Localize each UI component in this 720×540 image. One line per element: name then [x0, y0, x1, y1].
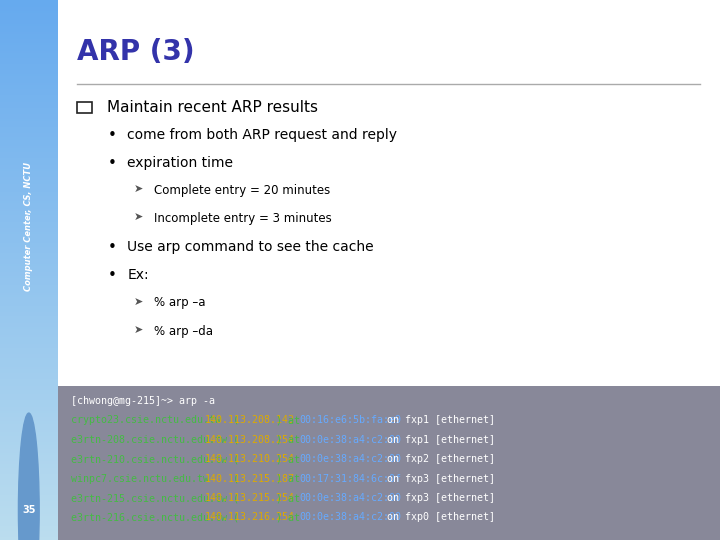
Text: 140.113.215.254: 140.113.215.254: [204, 493, 294, 503]
Text: % arp –da: % arp –da: [153, 325, 212, 338]
Text: [chwong@mg-215]~> arp -a: [chwong@mg-215]~> arp -a: [71, 396, 215, 406]
Text: 140.113.208.254: 140.113.208.254: [204, 435, 294, 445]
Text: Maintain recent ARP results: Maintain recent ARP results: [107, 100, 318, 115]
Text: on fxp0 [ethernet]: on fxp0 [ethernet]: [381, 512, 495, 523]
Text: •: •: [107, 156, 116, 171]
Text: e3rtn-210.csie.nctu.edu.tw (: e3rtn-210.csie.nctu.edu.tw (: [71, 454, 239, 464]
Text: 140.113.210.254: 140.113.210.254: [204, 454, 294, 464]
Text: e3rtn-215.csie.nctu.edu.tw (: e3rtn-215.csie.nctu.edu.tw (: [71, 493, 239, 503]
Text: Incomplete entry = 3 minutes: Incomplete entry = 3 minutes: [153, 212, 331, 225]
Text: 140.113.208.143: 140.113.208.143: [204, 415, 294, 426]
FancyBboxPatch shape: [58, 386, 720, 540]
Text: Use arp command to see the cache: Use arp command to see the cache: [127, 240, 374, 254]
Text: e3rtn-216.csie.nctu.edu.tw (: e3rtn-216.csie.nctu.edu.tw (: [71, 512, 239, 523]
Circle shape: [19, 413, 39, 540]
Text: winpc7.csie.nctu.edu.tw    (: winpc7.csie.nctu.edu.tw (: [71, 474, 239, 484]
Text: crypto23.csie.nctu.edu.tw  (: crypto23.csie.nctu.edu.tw (: [71, 415, 239, 426]
Text: •: •: [107, 240, 116, 255]
Text: •: •: [107, 268, 116, 284]
Text: on fxp3 [ethernet]: on fxp3 [ethernet]: [381, 493, 495, 503]
Text: ) at: ) at: [276, 415, 306, 426]
Text: ARP (3): ARP (3): [78, 38, 195, 66]
Text: on fxp1 [ethernet]: on fxp1 [ethernet]: [381, 415, 495, 426]
Text: Computer Center, CS, NCTU: Computer Center, CS, NCTU: [24, 163, 33, 291]
Text: ➤: ➤: [134, 296, 143, 307]
Text: 35: 35: [22, 505, 35, 515]
Text: on fxp1 [ethernet]: on fxp1 [ethernet]: [381, 435, 495, 445]
Text: 00:0e:38:a4:c2:00: 00:0e:38:a4:c2:00: [300, 435, 402, 445]
Text: ➤: ➤: [134, 184, 143, 194]
Text: % arp –a: % arp –a: [153, 296, 205, 309]
Text: on fxp2 [ethernet]: on fxp2 [ethernet]: [381, 454, 495, 464]
Text: ) at: ) at: [276, 435, 306, 445]
Text: 00:0e:38:a4:c2:00: 00:0e:38:a4:c2:00: [300, 493, 402, 503]
Text: 140.113.216.254: 140.113.216.254: [204, 512, 294, 523]
Text: come from both ARP request and reply: come from both ARP request and reply: [127, 128, 397, 142]
Text: ) at: ) at: [276, 454, 306, 464]
Text: expiration time: expiration time: [127, 156, 233, 170]
Text: ) at: ) at: [276, 512, 306, 523]
Text: Complete entry = 20 minutes: Complete entry = 20 minutes: [153, 184, 330, 197]
Text: ➤: ➤: [134, 325, 143, 335]
Text: e3rtn-208.csie.nctu.edu.tw (: e3rtn-208.csie.nctu.edu.tw (: [71, 435, 239, 445]
Text: 140.113.215.187: 140.113.215.187: [204, 474, 294, 484]
Text: •: •: [107, 128, 116, 143]
Text: ) at: ) at: [276, 474, 306, 484]
Text: 00:0e:38:a4:c2:00: 00:0e:38:a4:c2:00: [300, 512, 402, 523]
Text: 00:16:e6:5b:fa:e9: 00:16:e6:5b:fa:e9: [300, 415, 402, 426]
Text: ) at: ) at: [276, 493, 306, 503]
Text: on fxp3 [ethernet]: on fxp3 [ethernet]: [381, 474, 495, 484]
Text: ➤: ➤: [134, 212, 143, 222]
Text: 00:17:31:84:6c:0f: 00:17:31:84:6c:0f: [300, 474, 402, 484]
Text: 00:0e:38:a4:c2:00: 00:0e:38:a4:c2:00: [300, 454, 402, 464]
Text: Ex:: Ex:: [127, 268, 149, 282]
